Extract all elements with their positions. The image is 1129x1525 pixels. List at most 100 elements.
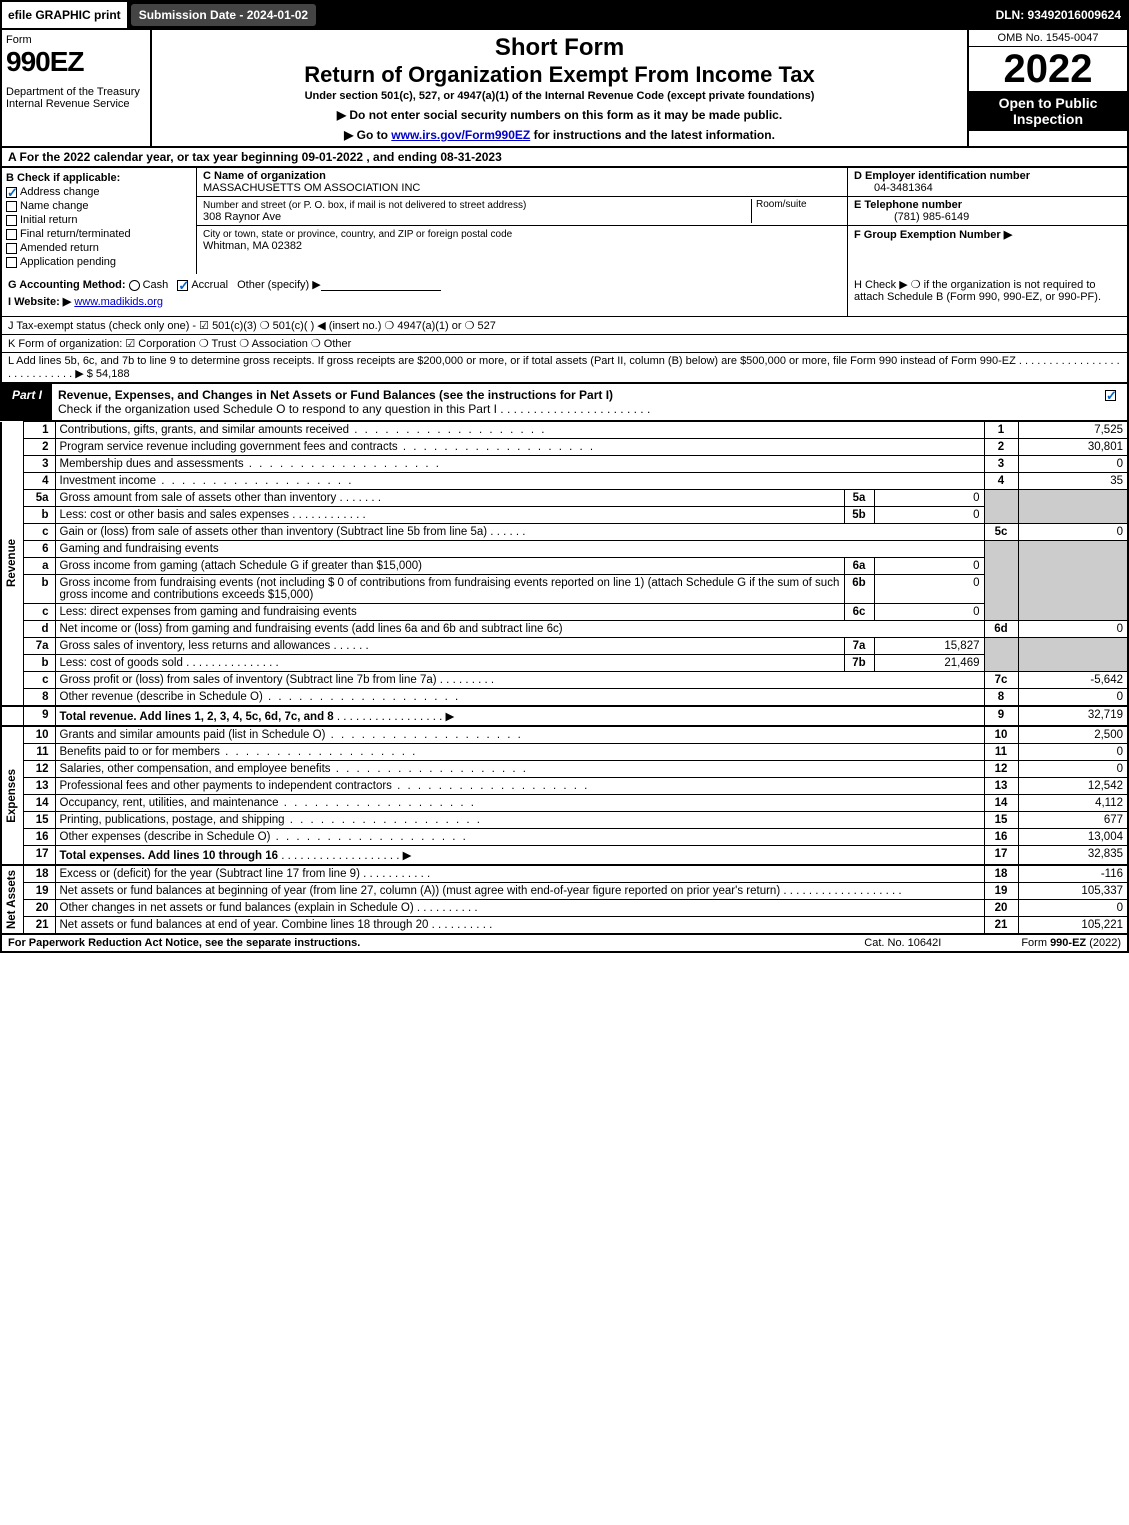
group-cell: F Group Exemption Number ▶ bbox=[848, 226, 1127, 243]
val-19: 105,337 bbox=[1018, 883, 1128, 900]
note2-pre: ▶ Go to bbox=[344, 128, 391, 142]
val-6a: 0 bbox=[874, 558, 984, 575]
room-suite-label: Room/suite bbox=[751, 199, 841, 223]
val-20: 0 bbox=[1018, 900, 1128, 917]
dept-label: Department of the Treasury Internal Reve… bbox=[6, 86, 146, 110]
line-g: G Accounting Method: Cash Accrual Other … bbox=[8, 278, 841, 291]
row-18: Net Assets 18Excess or (deficit) for the… bbox=[1, 865, 1128, 883]
col-g-i: G Accounting Method: Cash Accrual Other … bbox=[2, 274, 847, 316]
part1-header: Part I Revenue, Expenses, and Changes in… bbox=[0, 384, 1129, 421]
row-3: 3 Membership dues and assessments 3 0 bbox=[1, 456, 1128, 473]
note2-post: for instructions and the latest informat… bbox=[530, 128, 775, 142]
val-7a: 15,827 bbox=[874, 638, 984, 655]
row-7c: c Gross profit or (loss) from sales of i… bbox=[1, 672, 1128, 689]
val-4: 35 bbox=[1018, 473, 1128, 490]
note-2: ▶ Go to www.irs.gov/Form990EZ for instru… bbox=[160, 128, 959, 142]
val-5c: 0 bbox=[1018, 524, 1128, 541]
irs-link[interactable]: www.irs.gov/Form990EZ bbox=[391, 128, 530, 142]
part1-check[interactable] bbox=[1097, 384, 1127, 420]
radio-cash[interactable] bbox=[129, 280, 140, 291]
row-8: 8 Other revenue (describe in Schedule O)… bbox=[1, 689, 1128, 707]
page-footer: For Paperwork Reduction Act Notice, see … bbox=[0, 935, 1129, 953]
line-i-label: I Website: ▶ bbox=[8, 296, 71, 308]
col-b: B Check if applicable: Address change Na… bbox=[2, 168, 197, 274]
subtitle: Under section 501(c), 527, or 4947(a)(1)… bbox=[160, 90, 959, 102]
chk-accrual[interactable] bbox=[177, 280, 188, 291]
other-specify-field[interactable] bbox=[321, 278, 441, 291]
line-a: A For the 2022 calendar year, or tax yea… bbox=[0, 148, 1129, 168]
org-name-value: MASSACHUSETTS OM ASSOCIATION INC bbox=[203, 182, 420, 194]
checkbox-icon bbox=[6, 215, 17, 226]
header-right: OMB No. 1545-0047 2022 Open to Public In… bbox=[967, 30, 1127, 146]
row-7b: b Less: cost of goods sold . . . . . . .… bbox=[1, 655, 1128, 672]
part1-desc: Revenue, Expenses, and Changes in Net As… bbox=[52, 384, 1097, 420]
col-def: D Employer identification number 04-3481… bbox=[847, 168, 1127, 274]
phone-value: (781) 985-6149 bbox=[854, 211, 969, 223]
footer-left: For Paperwork Reduction Act Notice, see … bbox=[8, 937, 864, 949]
chk-application-pending[interactable]: Application pending bbox=[6, 256, 192, 268]
short-form-title: Short Form bbox=[160, 34, 959, 62]
val-3: 0 bbox=[1018, 456, 1128, 473]
val-10: 2,500 bbox=[1018, 726, 1128, 744]
checkbox-icon bbox=[6, 201, 17, 212]
row-17: 17Total expenses. Add lines 10 through 1… bbox=[1, 846, 1128, 866]
checkbox-icon bbox=[6, 243, 17, 254]
part1-tag: Part I bbox=[2, 384, 52, 420]
val-8: 0 bbox=[1018, 689, 1128, 707]
chk-final-return[interactable]: Final return/terminated bbox=[6, 228, 192, 240]
ein-label: D Employer identification number bbox=[854, 170, 1030, 182]
val-7b: 21,469 bbox=[874, 655, 984, 672]
header-left: Form 990EZ Department of the Treasury In… bbox=[2, 30, 152, 146]
val-13: 12,542 bbox=[1018, 778, 1128, 795]
val-6c: 0 bbox=[874, 604, 984, 621]
checkbox-icon bbox=[1105, 390, 1116, 401]
efile-label: efile GRAPHIC print bbox=[2, 2, 129, 28]
line-l: L Add lines 5b, 6c, and 7b to line 9 to … bbox=[0, 353, 1129, 384]
tax-year: 2022 bbox=[969, 47, 1127, 91]
form-header: Form 990EZ Department of the Treasury In… bbox=[0, 30, 1129, 148]
val-1: 7,525 bbox=[1018, 422, 1128, 439]
phone-label: E Telephone number bbox=[854, 199, 962, 211]
topbar-spacer bbox=[320, 2, 989, 28]
row-5a: 5a Gross amount from sale of assets othe… bbox=[1, 490, 1128, 507]
col-c: C Name of organization MASSACHUSETTS OM … bbox=[197, 168, 847, 274]
street-value: 308 Raynor Ave bbox=[203, 211, 281, 223]
submission-date-button[interactable]: Submission Date - 2024-01-02 bbox=[131, 4, 316, 26]
website-link[interactable]: www.madikids.org bbox=[74, 296, 163, 308]
street-cell: Number and street (or P. O. box, if mail… bbox=[197, 197, 847, 226]
group-label: F Group Exemption Number ▶ bbox=[854, 229, 1012, 241]
chk-address-change[interactable]: Address change bbox=[6, 186, 192, 198]
val-12: 0 bbox=[1018, 761, 1128, 778]
row-6c: c Less: direct expenses from gaming and … bbox=[1, 604, 1128, 621]
row-19: 19Net assets or fund balances at beginni… bbox=[1, 883, 1128, 900]
side-netassets: Net Assets bbox=[6, 870, 18, 929]
val-14: 4,112 bbox=[1018, 795, 1128, 812]
val-18: -116 bbox=[1018, 865, 1128, 883]
row-6a: a Gross income from gaming (attach Sched… bbox=[1, 558, 1128, 575]
val-11: 0 bbox=[1018, 744, 1128, 761]
col-b-header: B Check if applicable: bbox=[6, 172, 192, 184]
val-2: 30,801 bbox=[1018, 439, 1128, 456]
row-4: 4 Investment income 4 35 bbox=[1, 473, 1128, 490]
row-6b: b Gross income from fundraising events (… bbox=[1, 575, 1128, 604]
row-12: 12Salaries, other compensation, and empl… bbox=[1, 761, 1128, 778]
omb-number: OMB No. 1545-0047 bbox=[969, 30, 1127, 47]
line-g-label: G Accounting Method: bbox=[8, 279, 126, 291]
footer-right: Form 990-EZ (2022) bbox=[1021, 937, 1121, 949]
row-6: 6 Gaming and fundraising events bbox=[1, 541, 1128, 558]
part1-sub: Check if the organization used Schedule … bbox=[58, 402, 650, 416]
val-17: 32,835 bbox=[1018, 846, 1128, 866]
chk-name-change[interactable]: Name change bbox=[6, 200, 192, 212]
row-21: 21Net assets or fund balances at end of … bbox=[1, 917, 1128, 935]
city-value: Whitman, MA 02382 bbox=[203, 240, 302, 252]
row-16: 16Other expenses (describe in Schedule O… bbox=[1, 829, 1128, 846]
val-16: 13,004 bbox=[1018, 829, 1128, 846]
chk-amended-return[interactable]: Amended return bbox=[6, 242, 192, 254]
chk-initial-return[interactable]: Initial return bbox=[6, 214, 192, 226]
note-1: ▶ Do not enter social security numbers o… bbox=[160, 108, 959, 122]
section-bcdef: B Check if applicable: Address change Na… bbox=[0, 168, 1129, 274]
row-20: 20Other changes in net assets or fund ba… bbox=[1, 900, 1128, 917]
dln-label: DLN: 93492016009624 bbox=[990, 2, 1127, 28]
row-7a: 7a Gross sales of inventory, less return… bbox=[1, 638, 1128, 655]
line-k: K Form of organization: ☑ Corporation ❍ … bbox=[0, 335, 1129, 353]
